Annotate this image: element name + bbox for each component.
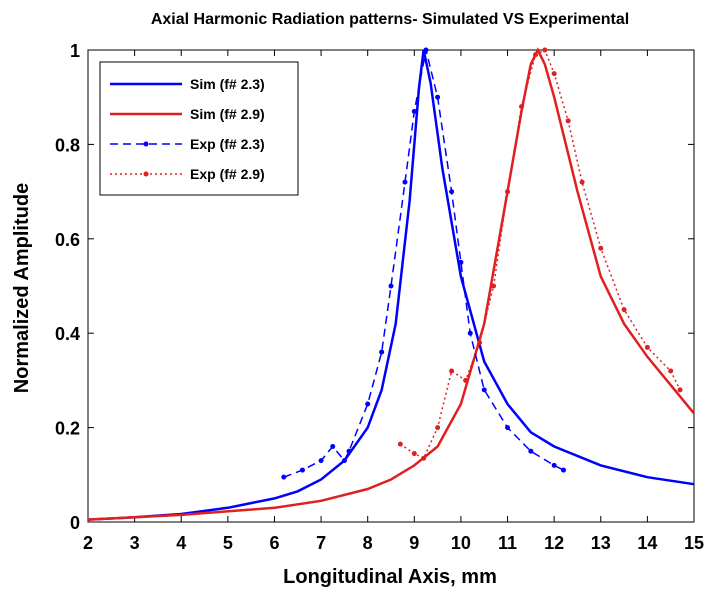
x-axis-label: Longitudinal Axis, mm <box>283 566 497 588</box>
data-point <box>528 448 534 454</box>
data-point <box>346 448 352 454</box>
data-point <box>411 451 417 457</box>
y-tick-label: 0 <box>70 513 80 533</box>
x-tick-label: 3 <box>130 533 140 553</box>
data-point <box>421 455 427 461</box>
x-tick-label: 2 <box>83 533 93 553</box>
data-point <box>388 283 394 289</box>
data-point <box>533 52 539 58</box>
legend-label: Sim (f# 2.3) <box>190 76 265 92</box>
data-point <box>579 179 585 185</box>
y-axis-label: Normalized Amplitude <box>11 183 33 393</box>
data-point <box>318 458 324 464</box>
x-tick-label: 11 <box>498 533 517 553</box>
data-point <box>560 467 566 473</box>
x-tick-label: 8 <box>363 533 373 553</box>
x-tick-label: 12 <box>544 533 564 553</box>
x-tick-label: 14 <box>637 533 657 553</box>
legend-label: Exp (f# 2.3) <box>190 136 265 152</box>
data-point <box>467 330 473 336</box>
x-tick-label: 6 <box>269 533 279 553</box>
legend-label: Exp (f# 2.9) <box>190 166 265 182</box>
x-tick-label: 9 <box>409 533 419 553</box>
y-tick-label: 0.4 <box>55 324 80 344</box>
data-point <box>677 387 683 393</box>
data-point <box>423 47 429 53</box>
y-tick-label: 0.8 <box>55 135 80 155</box>
data-line <box>399 48 681 460</box>
data-point <box>551 462 557 468</box>
x-tick-label: 7 <box>316 533 326 553</box>
data-point <box>505 425 511 431</box>
data-point <box>505 189 511 195</box>
data-point <box>449 189 455 195</box>
legend-marker <box>143 141 149 147</box>
data-point <box>281 474 287 480</box>
data-point <box>519 104 525 110</box>
y-tick-label: 1 <box>70 41 80 61</box>
x-tick-label: 15 <box>684 533 704 553</box>
data-point <box>341 458 347 464</box>
data-point <box>299 467 305 473</box>
data-point <box>435 94 441 100</box>
data-point <box>621 307 627 313</box>
legend-marker <box>143 171 149 177</box>
data-point <box>365 401 371 407</box>
data-point <box>565 118 571 124</box>
data-point <box>411 108 417 114</box>
data-point <box>477 340 483 346</box>
plot-frame <box>87 49 695 523</box>
data-point <box>551 71 557 77</box>
data-point <box>330 443 336 449</box>
data-point <box>598 245 604 251</box>
x-tick-label: 4 <box>176 533 186 553</box>
x-tick-label: 10 <box>451 533 471 553</box>
x-tick-label: 5 <box>223 533 233 553</box>
data-point <box>668 368 674 374</box>
data-point <box>481 387 487 393</box>
x-tick-label: 13 <box>591 533 611 553</box>
data-point <box>644 344 650 350</box>
data-line <box>87 49 695 521</box>
y-tick-label: 0.6 <box>55 230 80 250</box>
data-point <box>379 349 385 355</box>
data-point <box>542 47 548 53</box>
chart-title: Axial Harmonic Radiation patterns- Simul… <box>151 11 629 28</box>
y-tick-label: 0.2 <box>55 419 80 439</box>
data-point <box>402 179 408 185</box>
data-point <box>449 368 455 374</box>
legend-label: Sim (f# 2.9) <box>190 106 265 122</box>
data-point <box>491 283 497 289</box>
data-point <box>435 425 441 431</box>
data-point <box>458 259 464 265</box>
data-point <box>463 377 469 383</box>
data-point <box>397 441 403 447</box>
